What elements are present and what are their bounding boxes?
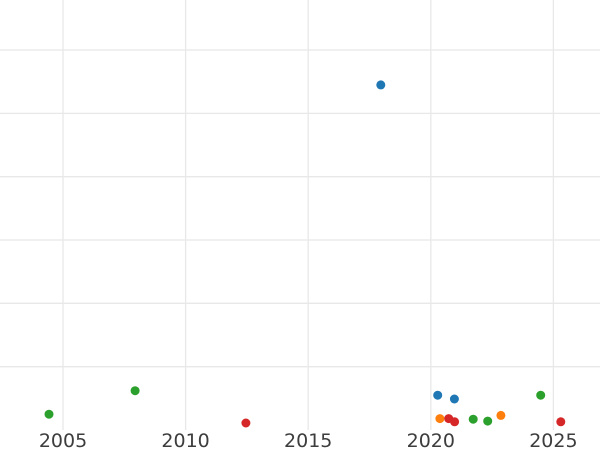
x-tick-label-2025: 2025 [529,430,577,450]
x-axis-tick-labels: 2005 2010 2015 2020 2025 [39,430,578,450]
data-point-series-red [241,418,251,428]
data-point-series-green [130,386,140,396]
x-tick-label-2020: 2020 [407,430,455,450]
data-point-series-green [483,416,493,426]
data-points-layer [44,80,566,428]
x-tick-label-2010: 2010 [161,430,209,450]
data-point-series-orange [496,410,506,420]
data-point-series-green [536,390,546,400]
data-point-series-red [556,417,566,427]
data-point-series-green [468,414,478,424]
data-point-series-blue [449,394,459,404]
data-point-series-red [450,417,460,427]
data-point-series-orange [435,414,445,424]
x-tick-label-2015: 2015 [284,430,332,450]
data-point-series-green [44,409,54,419]
x-tick-label-2005: 2005 [39,430,87,450]
grid-layer [0,0,600,430]
data-point-series-blue [376,80,386,90]
data-point-series-blue [433,390,443,400]
